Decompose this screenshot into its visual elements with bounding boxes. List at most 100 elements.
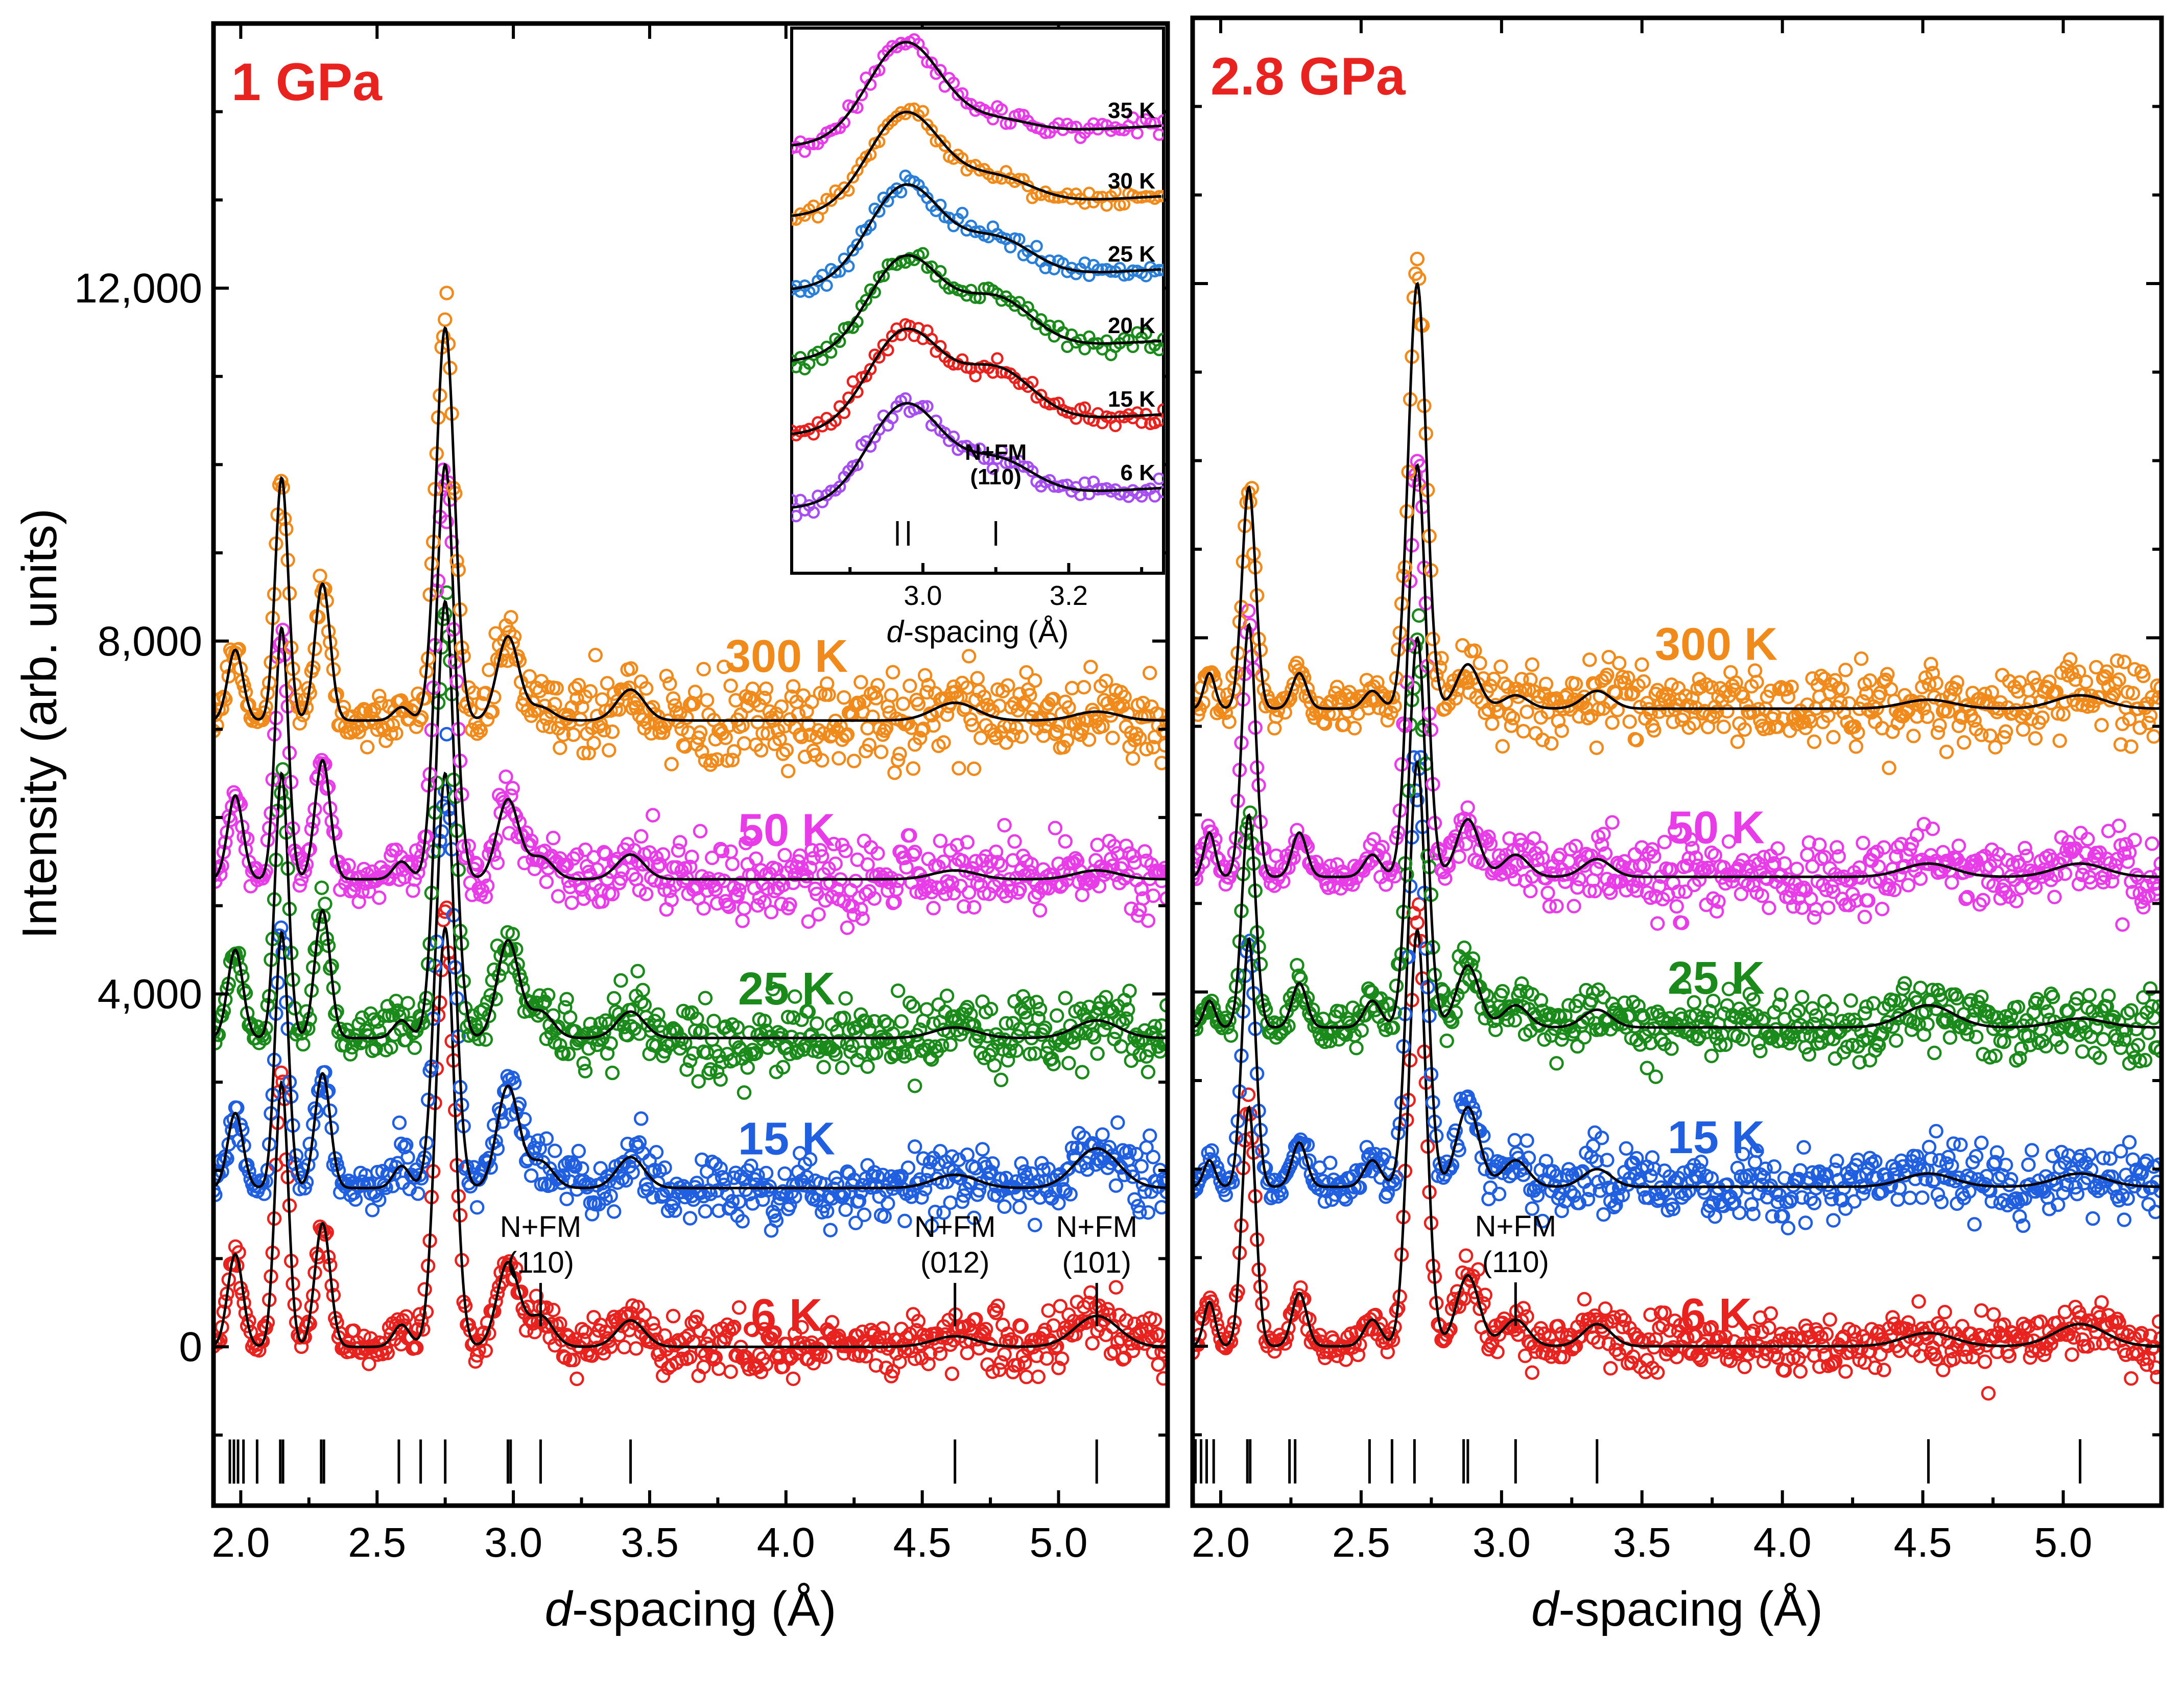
observed-point <box>1000 1053 1015 1068</box>
observed-point <box>1012 1200 1027 1215</box>
observed-point <box>921 1164 936 1179</box>
observed-point <box>299 857 314 872</box>
observed-point <box>540 988 556 1002</box>
observed-point <box>723 678 738 693</box>
observed-point <box>900 1160 916 1175</box>
observed-point <box>966 900 982 915</box>
observed-point <box>944 1149 960 1164</box>
annotation-line2: (101) <box>1062 1246 1131 1279</box>
observed-point <box>985 1156 1000 1171</box>
observed-point <box>968 1311 983 1327</box>
observed-point <box>911 696 926 712</box>
observed-point <box>407 1040 422 1056</box>
observed-point <box>933 1346 948 1361</box>
inset-observed-point <box>1065 121 1078 134</box>
observed-point <box>518 1154 534 1169</box>
observed-point <box>1156 723 1168 738</box>
observed-point <box>372 689 387 704</box>
observed-point <box>1010 1028 1026 1044</box>
inset-series-label: 20 K <box>1108 313 1155 338</box>
observed-point <box>757 690 772 706</box>
inset-x-tick-label: 3.0 <box>904 580 942 611</box>
observed-point <box>637 997 652 1013</box>
observed-point <box>819 1204 835 1219</box>
observed-point <box>1076 680 1091 695</box>
observed-point <box>1598 1301 1613 1316</box>
observed-point <box>731 1194 747 1209</box>
observed-point <box>838 991 853 1006</box>
observed-point <box>490 1141 505 1156</box>
observed-point <box>292 716 307 731</box>
observed-point <box>698 875 713 890</box>
inset-fit-curve <box>792 402 1161 509</box>
observed-point <box>439 727 454 742</box>
observed-point <box>794 730 809 744</box>
observed-point <box>735 718 750 733</box>
observed-point <box>997 1199 1012 1214</box>
observed-point <box>715 844 730 859</box>
observed-point <box>318 896 333 911</box>
observed-point <box>1090 1046 1105 1061</box>
observed-point <box>1491 1186 1507 1202</box>
inset-observed-point <box>842 321 855 334</box>
observed-point <box>1086 1030 1102 1045</box>
observed-point <box>1885 1310 1900 1325</box>
observed-point <box>495 1114 510 1129</box>
observed-point <box>801 914 816 929</box>
observed-point <box>1024 857 1039 872</box>
inset-observed-point <box>938 139 952 152</box>
observed-point <box>924 1219 939 1233</box>
observed-point <box>1458 1248 1474 1263</box>
observed-point <box>1350 1347 1366 1363</box>
observed-point <box>274 474 289 488</box>
observed-point <box>566 727 581 742</box>
observed-point <box>578 842 593 857</box>
inset-observed-point <box>877 269 890 283</box>
observed-point <box>690 1011 704 1026</box>
observed-point <box>881 1196 895 1211</box>
inset-observed-point <box>842 260 855 273</box>
observed-point <box>977 689 992 705</box>
observed-point <box>1624 1355 1639 1370</box>
observed-point <box>695 744 709 759</box>
observed-point <box>786 679 801 694</box>
observed-point <box>1577 1292 1592 1307</box>
observed-point <box>2002 1348 2017 1364</box>
observed-point <box>988 1305 1004 1320</box>
observed-point <box>1132 731 1147 746</box>
observed-point <box>571 677 586 693</box>
observed-point <box>698 1204 713 1219</box>
observed-point <box>1511 1327 1526 1342</box>
observed-point <box>1794 990 1810 1004</box>
observed-point <box>635 982 650 998</box>
observed-point <box>696 662 711 676</box>
observed-point <box>1974 1135 1989 1151</box>
observed-point <box>1122 1144 1137 1159</box>
observed-point <box>1520 1133 1534 1148</box>
inset-observed-point <box>1157 403 1164 416</box>
inset-x-tick-label: 3.2 <box>1050 580 1088 611</box>
observed-point <box>1157 1035 1168 1050</box>
observed-point <box>717 873 731 888</box>
observed-point <box>1156 1171 1168 1186</box>
observed-point <box>949 837 965 853</box>
observed-point <box>1551 1319 1566 1333</box>
observed-point <box>1020 996 1036 1011</box>
inset-observed-point <box>1030 240 1043 253</box>
observed-point <box>649 1145 664 1160</box>
observed-point <box>853 902 868 917</box>
inset-observed-point <box>860 294 872 307</box>
observed-point <box>485 704 500 719</box>
observed-point <box>602 743 616 758</box>
observed-point <box>1741 1347 1755 1362</box>
observed-point <box>553 1038 567 1053</box>
observed-point <box>553 1316 567 1331</box>
observed-point <box>699 693 715 708</box>
observed-point <box>567 1159 583 1174</box>
observed-point <box>595 692 610 707</box>
inset-observed-point <box>1131 406 1144 419</box>
observed-point <box>603 1339 618 1354</box>
observed-point <box>598 704 613 719</box>
observed-point <box>1281 1320 1296 1335</box>
observed-point <box>659 668 674 684</box>
